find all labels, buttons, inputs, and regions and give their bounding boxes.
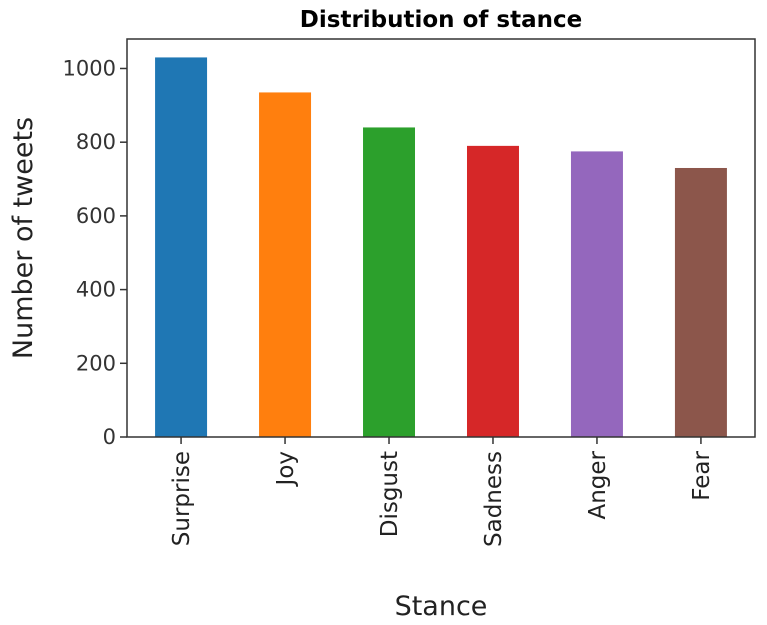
y-tick-label: 200 <box>76 351 116 375</box>
plot-frame <box>126 38 756 438</box>
x-axis: Surprise Joy Disgust Sadness Anger Fear <box>169 437 715 547</box>
y-axis: 0 200 400 600 800 1000 <box>63 56 127 449</box>
x-tick-label: Surprise <box>169 451 195 546</box>
x-axis-label: Stance <box>395 591 488 622</box>
y-tick-label: 1000 <box>63 56 116 80</box>
bar-anger <box>570 151 623 438</box>
bars-group <box>155 57 727 438</box>
bar-surprise <box>155 57 208 437</box>
y-tick-label: 0 <box>103 425 116 449</box>
chart-title: Distribution of stance <box>300 7 582 33</box>
y-tick-label: 400 <box>76 278 116 302</box>
bar-disgust <box>363 127 416 437</box>
x-tick-label: Joy <box>273 451 299 487</box>
x-tick-label: Disgust <box>377 451 403 537</box>
x-tick-label: Anger <box>585 450 611 519</box>
y-tick-label: 600 <box>76 204 116 228</box>
bar-fear <box>674 167 727 437</box>
bar-joy <box>259 92 312 438</box>
x-tick-label: Sadness <box>481 451 507 547</box>
x-tick-label: Fear <box>689 450 715 500</box>
bar-sadness <box>466 145 519 438</box>
y-tick-label: 800 <box>76 130 116 154</box>
y-axis-label: Number of tweets <box>8 117 39 359</box>
